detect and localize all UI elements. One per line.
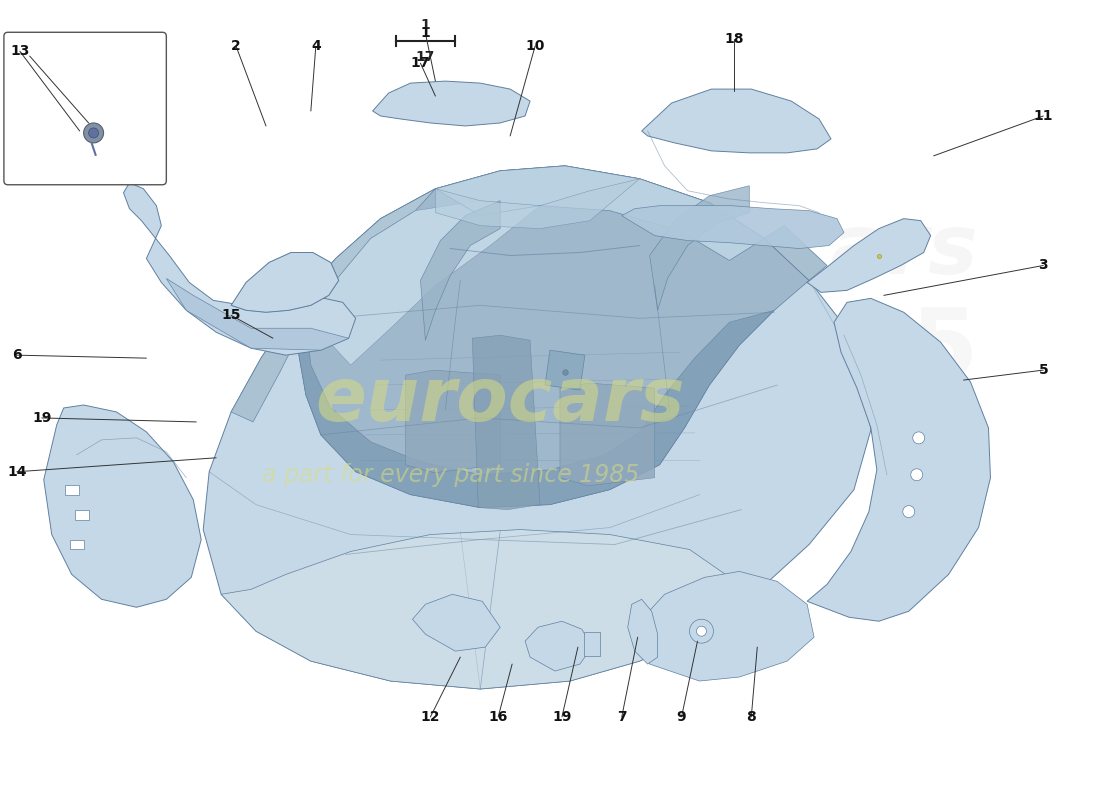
FancyBboxPatch shape bbox=[4, 32, 166, 185]
Circle shape bbox=[911, 469, 923, 481]
Polygon shape bbox=[166, 278, 349, 350]
Bar bbox=[69, 539, 84, 550]
Circle shape bbox=[89, 128, 99, 138]
Text: 5: 5 bbox=[1038, 363, 1048, 377]
Polygon shape bbox=[420, 201, 500, 340]
Polygon shape bbox=[221, 530, 755, 689]
Polygon shape bbox=[299, 310, 774, 508]
Text: 6: 6 bbox=[12, 348, 22, 362]
Polygon shape bbox=[296, 166, 810, 508]
Text: 8: 8 bbox=[747, 710, 756, 724]
Text: eurocars: eurocars bbox=[316, 363, 685, 437]
Circle shape bbox=[690, 619, 714, 643]
Polygon shape bbox=[807, 218, 931, 292]
Circle shape bbox=[84, 123, 103, 143]
Text: 13: 13 bbox=[10, 44, 30, 58]
Text: eurocars: eurocars bbox=[568, 210, 979, 291]
Polygon shape bbox=[544, 350, 585, 390]
Polygon shape bbox=[436, 178, 640, 229]
Text: 19: 19 bbox=[32, 411, 52, 425]
Polygon shape bbox=[296, 189, 436, 322]
Text: 15: 15 bbox=[221, 308, 241, 322]
Polygon shape bbox=[373, 81, 530, 126]
Text: 10: 10 bbox=[526, 39, 544, 54]
Text: 12: 12 bbox=[420, 710, 440, 724]
Text: a part for every part since 1985: a part for every part since 1985 bbox=[262, 462, 639, 486]
Polygon shape bbox=[406, 370, 500, 473]
Text: 1985: 1985 bbox=[708, 304, 979, 397]
Polygon shape bbox=[641, 89, 830, 153]
Polygon shape bbox=[807, 298, 990, 622]
Circle shape bbox=[696, 626, 706, 636]
Text: 11: 11 bbox=[1034, 109, 1053, 123]
Text: 1: 1 bbox=[420, 18, 430, 32]
Bar bbox=[584, 632, 600, 656]
Polygon shape bbox=[231, 253, 339, 312]
Text: 1: 1 bbox=[420, 26, 430, 40]
Polygon shape bbox=[764, 226, 827, 281]
Bar bbox=[75, 510, 89, 519]
Polygon shape bbox=[44, 405, 201, 607]
Polygon shape bbox=[641, 571, 814, 681]
Polygon shape bbox=[525, 622, 592, 671]
Polygon shape bbox=[123, 182, 355, 355]
Text: 3: 3 bbox=[1038, 258, 1048, 273]
Text: 17: 17 bbox=[416, 50, 436, 64]
Text: 14: 14 bbox=[7, 465, 26, 478]
Text: 2: 2 bbox=[231, 39, 241, 54]
Text: 19: 19 bbox=[552, 710, 572, 724]
Polygon shape bbox=[311, 201, 540, 365]
Polygon shape bbox=[560, 383, 654, 486]
Bar bbox=[637, 619, 652, 643]
Circle shape bbox=[913, 432, 925, 444]
Polygon shape bbox=[621, 206, 844, 249]
Polygon shape bbox=[204, 166, 871, 689]
Text: 18: 18 bbox=[725, 32, 744, 46]
Polygon shape bbox=[231, 306, 306, 422]
Text: 4: 4 bbox=[311, 39, 321, 54]
Polygon shape bbox=[650, 186, 749, 310]
Polygon shape bbox=[412, 594, 500, 651]
Text: 7: 7 bbox=[617, 710, 627, 724]
Circle shape bbox=[903, 506, 915, 518]
Text: 9: 9 bbox=[676, 710, 686, 724]
Bar bbox=[65, 485, 78, 494]
Text: 16: 16 bbox=[488, 710, 508, 724]
Polygon shape bbox=[472, 335, 540, 510]
Text: 17: 17 bbox=[410, 56, 430, 70]
Polygon shape bbox=[436, 166, 764, 261]
Polygon shape bbox=[628, 599, 658, 664]
